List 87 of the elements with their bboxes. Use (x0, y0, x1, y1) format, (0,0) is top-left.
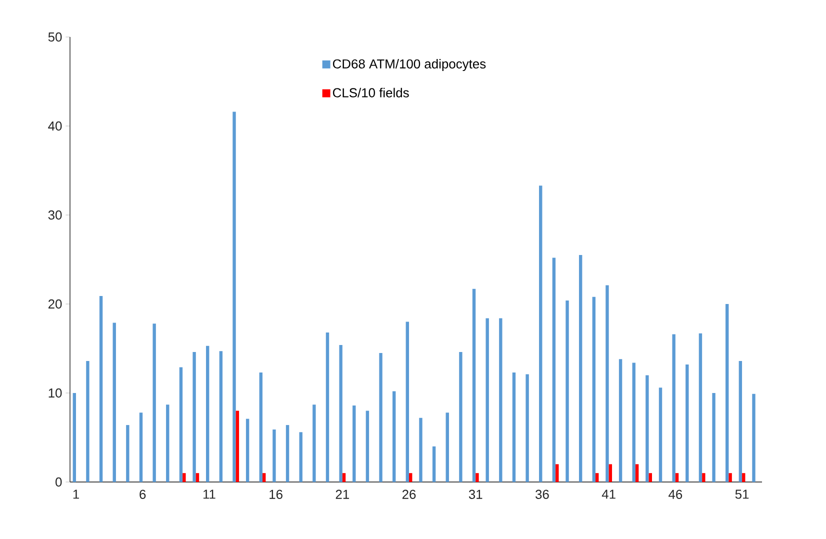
bar (472, 288, 476, 482)
bar (526, 374, 529, 482)
y-tick-label: 20 (48, 299, 62, 309)
x-tick-label: 16 (270, 490, 282, 499)
bar (432, 446, 436, 482)
x-tick-label: 1 (73, 490, 79, 499)
bar (646, 375, 649, 482)
bar (459, 352, 462, 482)
bar (702, 473, 706, 482)
y-tick-label: 10 (48, 388, 62, 398)
x-tick-label: 46 (668, 490, 682, 499)
x-tick-label: 6 (140, 490, 146, 499)
x-tick-label: 36 (536, 490, 549, 499)
bar (352, 405, 356, 482)
bar (139, 412, 143, 482)
bar (312, 404, 316, 482)
bar (236, 410, 240, 482)
bar (206, 346, 210, 482)
y-tick-label: 0 (56, 477, 62, 487)
y-tick-label: 40 (48, 121, 62, 131)
bar (606, 285, 609, 482)
bar (246, 418, 250, 482)
bar (712, 393, 716, 482)
bar (219, 351, 223, 482)
bar (152, 324, 156, 482)
legend-label: CD68 ATM/100 adipocytes (332, 58, 486, 72)
bar (632, 362, 636, 482)
bar (578, 255, 582, 482)
legend-label: CLS/10 fields (332, 88, 409, 98)
bar (126, 425, 130, 482)
bar (686, 364, 689, 482)
bar (379, 352, 382, 482)
x-tick-label: 31 (468, 490, 482, 499)
bar (752, 394, 756, 482)
bar (262, 473, 266, 482)
bar (499, 318, 502, 482)
x-tick-label: 21 (336, 490, 349, 499)
bar (99, 296, 103, 482)
bar (299, 432, 302, 482)
bar (166, 404, 170, 482)
bar (72, 393, 76, 482)
bar (406, 322, 410, 482)
bar (196, 473, 200, 482)
bar (486, 318, 489, 482)
bar (738, 360, 742, 482)
bar (726, 304, 729, 482)
bar (339, 344, 342, 482)
bar (566, 300, 569, 482)
bar (232, 112, 236, 482)
bar (112, 322, 116, 482)
x-tick-label: 51 (735, 490, 749, 499)
bar (409, 473, 412, 482)
bar (366, 410, 370, 482)
bar (592, 296, 596, 482)
y-tick-label: 30 (48, 210, 62, 220)
bar (675, 473, 679, 482)
bar (286, 425, 290, 482)
bar (608, 464, 612, 482)
bar (552, 258, 556, 482)
y-tick-label: 50 (48, 32, 62, 42)
bar (742, 473, 746, 482)
x-tick-label: 11 (203, 490, 216, 499)
bar (419, 418, 422, 482)
bar (272, 429, 276, 482)
bar (392, 391, 396, 482)
bar (446, 412, 449, 482)
bar (596, 473, 599, 482)
bar (179, 367, 183, 482)
bar (326, 332, 330, 482)
bar (259, 372, 262, 482)
bar (192, 352, 196, 482)
bar (648, 473, 652, 482)
bar (512, 372, 516, 482)
bar (539, 186, 542, 482)
bar (342, 473, 346, 482)
bar (658, 388, 662, 482)
x-tick-label: 26 (402, 490, 416, 499)
bar (672, 334, 676, 482)
bar (86, 360, 90, 482)
bar (728, 473, 732, 482)
bar (182, 473, 186, 482)
bar (698, 333, 702, 482)
bar (476, 473, 479, 482)
bar (618, 359, 622, 482)
bar (556, 464, 559, 482)
bar (635, 464, 639, 482)
x-tick-label: 41 (602, 490, 616, 499)
